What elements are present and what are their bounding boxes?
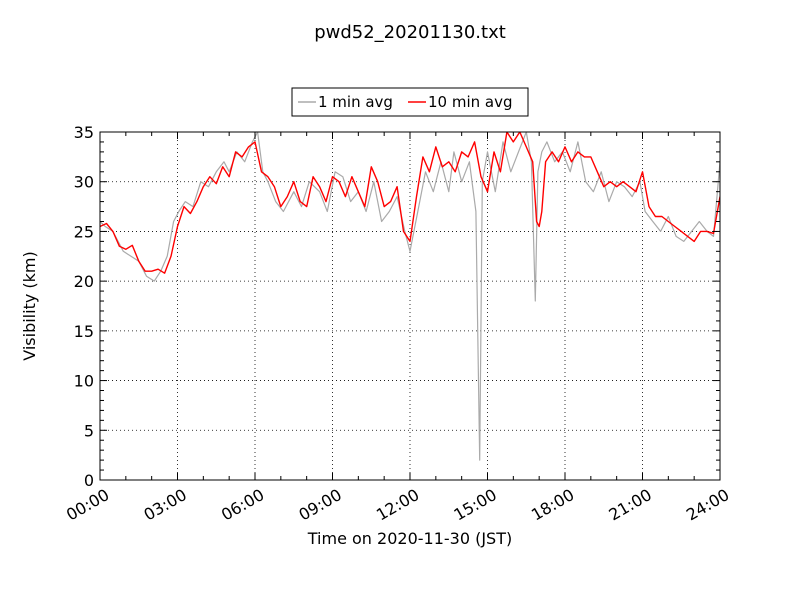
y-tick-label: 20 [74,272,94,291]
legend: 1 min avg 10 min avg [291,87,529,117]
y-tick-label: 5 [84,421,94,440]
x-axis-label: Time on 2020-11-30 (JST) [307,529,512,548]
y-tick-label: 0 [84,471,94,490]
y-tick-label: 35 [74,123,94,142]
ticks [99,131,721,481]
legend-label-10min: 10 min avg [428,93,513,111]
series-layer [100,132,720,461]
chart-title: pwd52_20201130.txt [314,22,506,43]
y-tick-label: 25 [74,222,94,241]
y-tick-labels: 0 5 10 15 20 25 30 35 [74,123,94,490]
y-tick-label: 30 [74,173,94,192]
y-tick-label: 10 [74,372,94,391]
y-tick-label: 15 [74,322,94,341]
series-10min-avg-line [100,132,720,274]
y-axis-label: Visibility (km) [20,251,39,360]
legend-label-1min: 1 min avg [318,93,393,111]
